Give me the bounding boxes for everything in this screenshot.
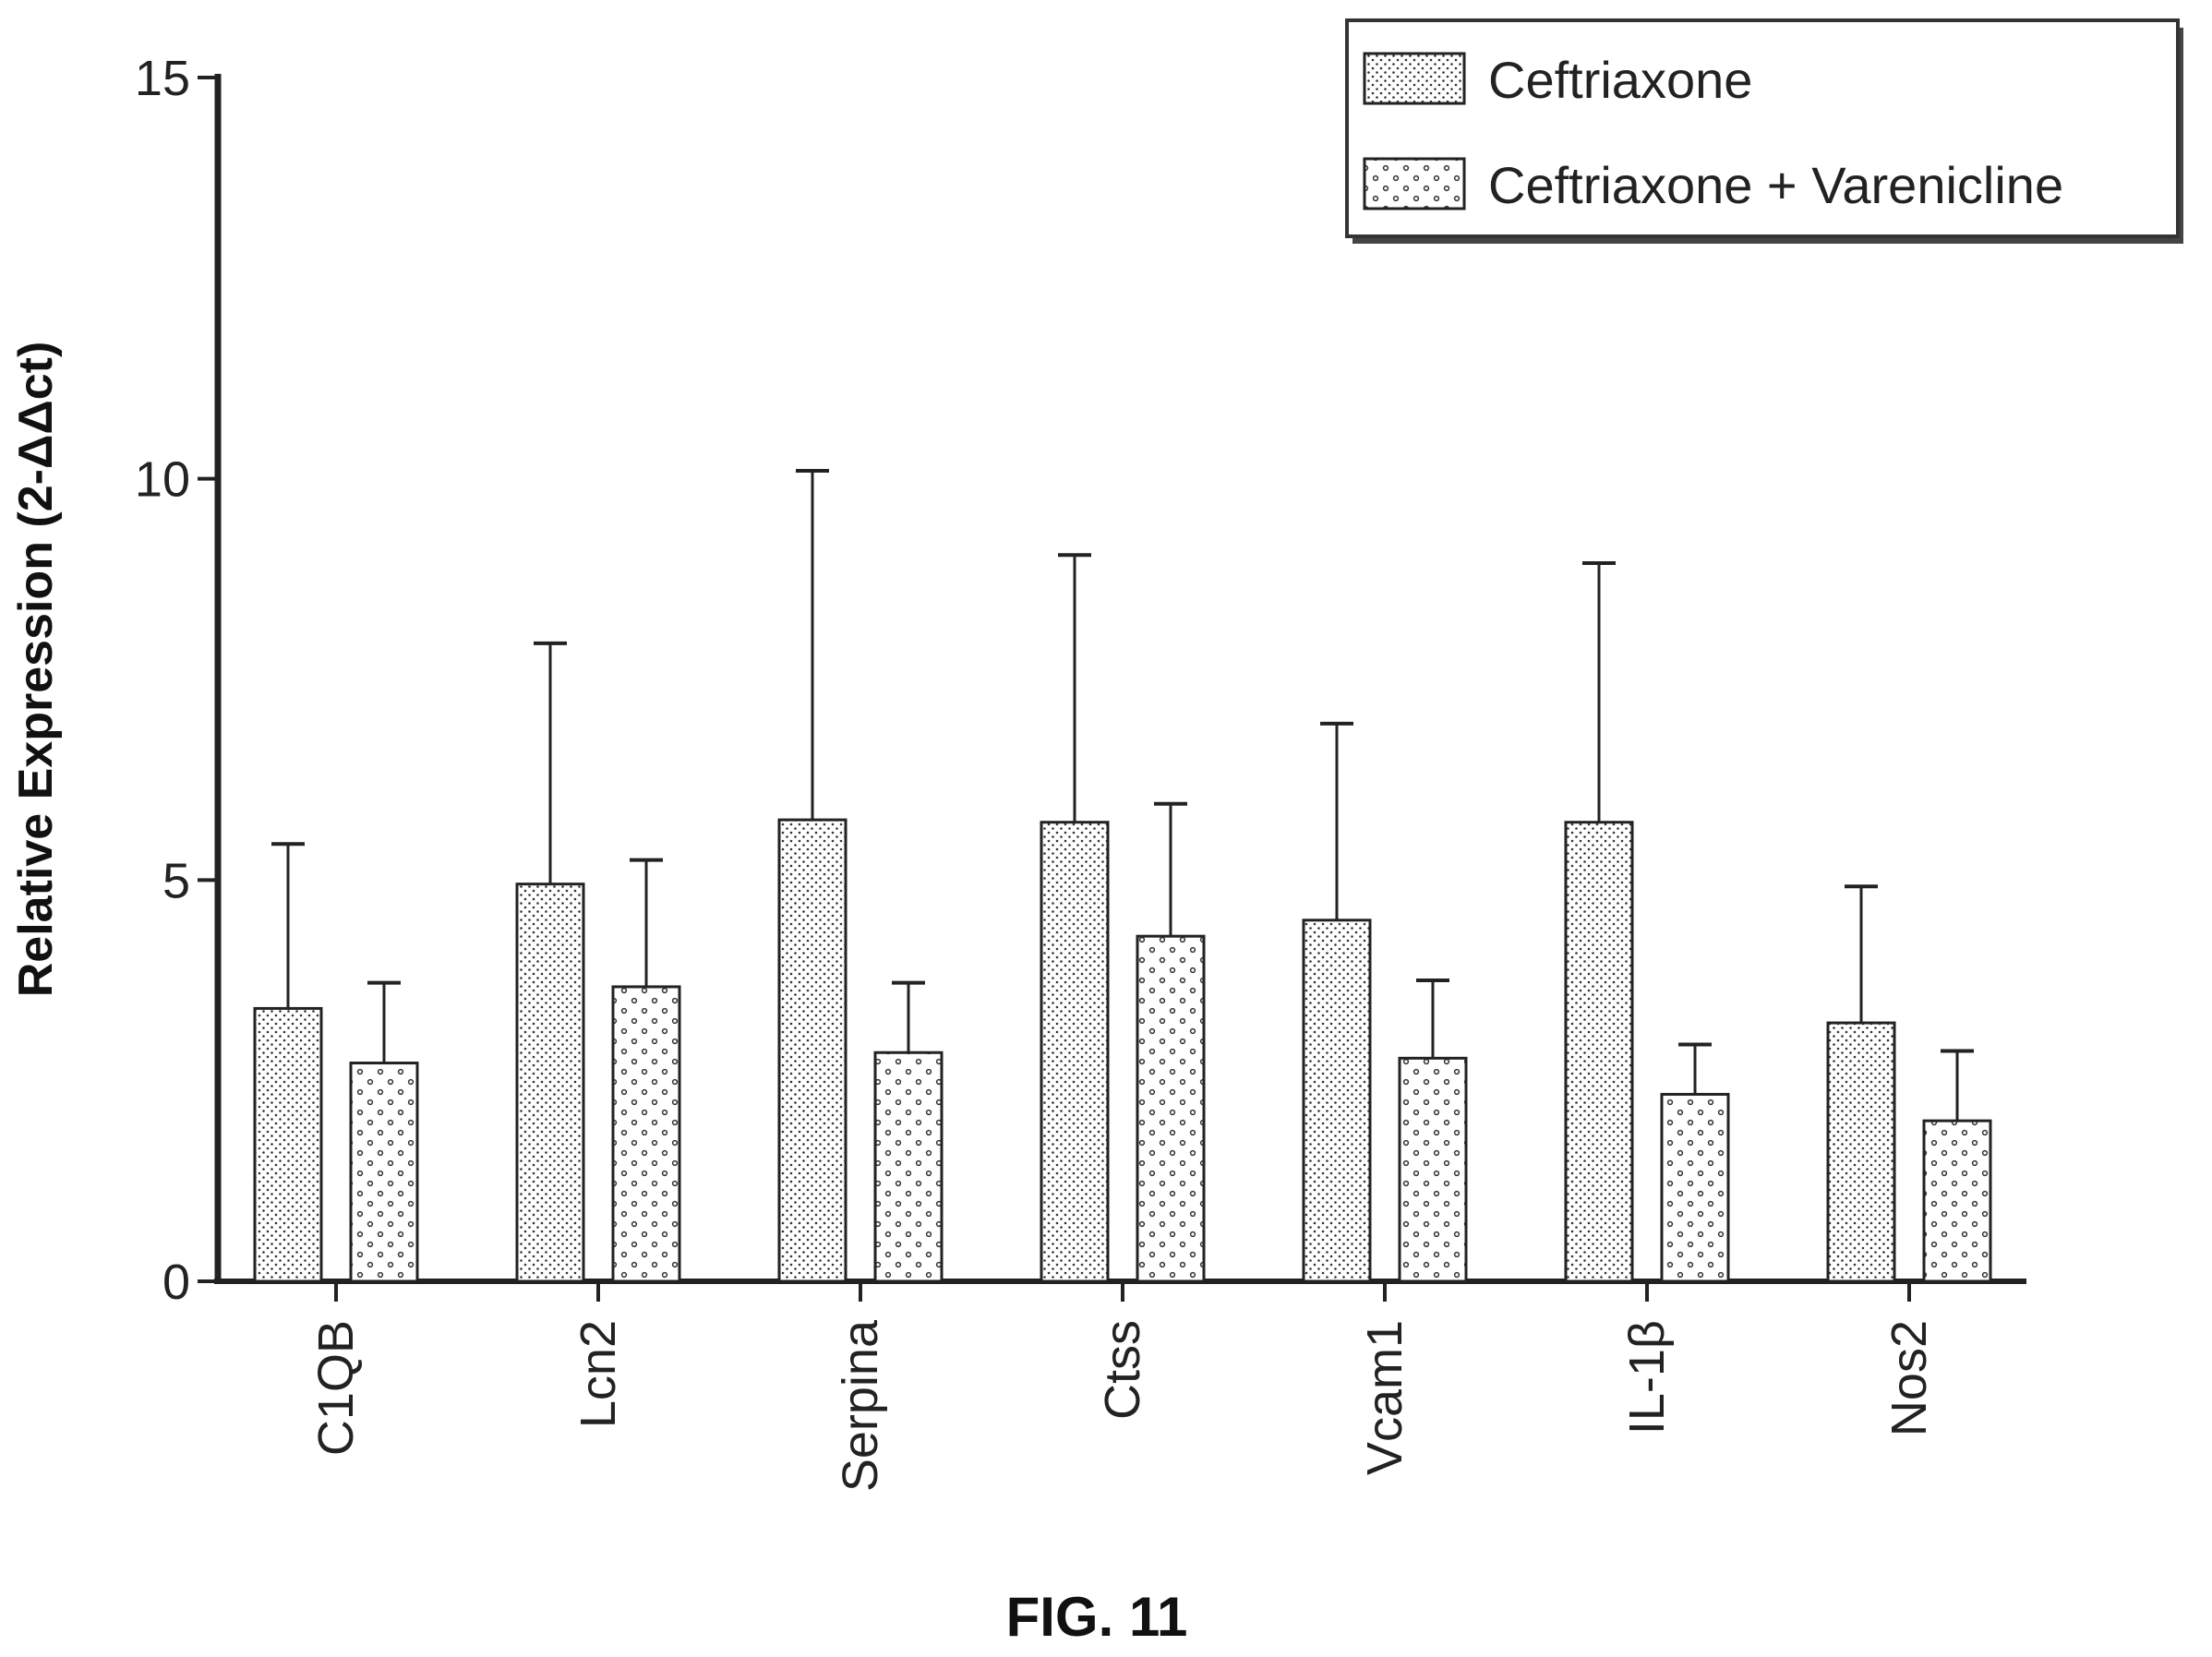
category-label: Ctss <box>1095 1320 1150 1420</box>
bar-ceftriaxone-varenicline <box>1136 934 1206 1283</box>
figure-caption: FIG. 11 <box>1006 1586 1188 1648</box>
bar-ceftriaxone-varenicline <box>1922 1119 1992 1283</box>
bar-ceftriaxone <box>253 1006 323 1283</box>
legend-swatch-ceftriaxone-varenicline <box>1363 157 1466 210</box>
bar-ceftriaxone-varenicline <box>873 1051 944 1283</box>
category-labels: C1QB Lcn2 Serpina Ctss Vcam1 IL-1β Nos2 <box>308 1319 1937 1492</box>
y-axis <box>198 74 222 1283</box>
bar-ceftriaxone <box>777 818 848 1283</box>
legend-label-ceftriaxone-varenicline: Ceftriaxone + Varenicline <box>1488 156 2063 214</box>
y-tick-label: 5 <box>162 853 190 908</box>
error-bars <box>271 468 1974 1122</box>
bar-ceftriaxone-varenicline <box>1660 1092 1730 1283</box>
bar-ceftriaxone <box>1826 1021 1896 1283</box>
bar-ceftriaxone <box>1040 821 1110 1283</box>
category-label: C1QB <box>308 1320 364 1456</box>
category-label: Vcam1 <box>1357 1320 1413 1475</box>
y-tick-labels: 0 5 10 15 <box>135 51 190 1310</box>
bar-ceftriaxone-varenicline <box>611 985 681 1283</box>
bar-ceftriaxone <box>515 883 585 1283</box>
bar-ceftriaxone-varenicline <box>1398 1056 1468 1283</box>
category-label: Lcn2 <box>571 1320 626 1428</box>
bars <box>253 818 1992 1283</box>
legend-label-ceftriaxone: Ceftriaxone <box>1488 51 1752 109</box>
legend-swatch-ceftriaxone <box>1363 52 1466 105</box>
bar-ceftriaxone <box>1564 821 1634 1283</box>
category-label: Serpina <box>833 1319 888 1492</box>
category-label: Nos2 <box>1881 1320 1937 1436</box>
legend: Ceftriaxone Ceftriaxone + Varenicline <box>1345 18 2183 244</box>
category-label: IL-1β <box>1619 1320 1675 1435</box>
bar-ceftriaxone <box>1302 919 1372 1283</box>
bar-ceftriaxone-varenicline <box>349 1062 419 1283</box>
y-tick-label: 15 <box>135 51 190 106</box>
y-tick-label: 10 <box>135 452 190 508</box>
legend-box <box>1345 18 2180 238</box>
x-axis <box>214 1279 2026 1302</box>
y-axis-title: Relative Expression (2-ΔΔct) <box>9 342 63 998</box>
y-tick-label: 0 <box>162 1255 190 1310</box>
